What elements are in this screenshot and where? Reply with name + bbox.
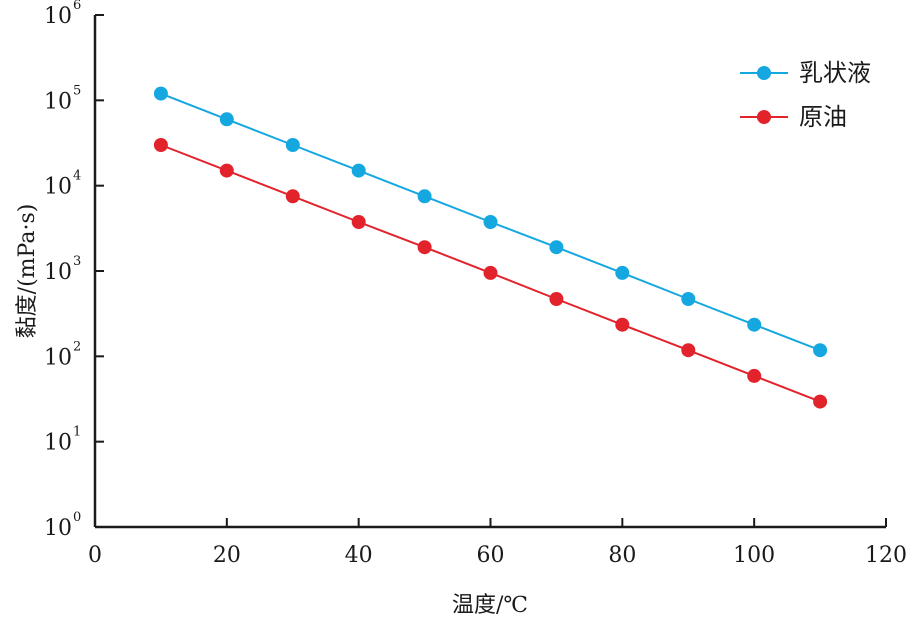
x-tick-label: 0 xyxy=(88,543,102,568)
series-0-point xyxy=(219,112,234,127)
series-1-point xyxy=(417,240,432,255)
y-tick-exponent: 0 xyxy=(73,510,81,525)
series-0-point xyxy=(483,215,498,229)
series-1-point xyxy=(483,265,498,280)
series-0-point xyxy=(351,163,366,178)
y-tick-exponent: 3 xyxy=(73,254,81,269)
series-0-point xyxy=(153,86,168,101)
x-tick-label: 60 xyxy=(477,543,505,568)
series-1-point xyxy=(549,292,564,306)
legend-marker-0 xyxy=(757,66,771,80)
y-tick-label: 10 xyxy=(44,516,72,541)
y-tick-exponent: 5 xyxy=(73,83,81,98)
series-0-point xyxy=(549,240,564,255)
series-1-point xyxy=(153,138,168,152)
legend-marker-1 xyxy=(757,110,771,124)
y-tick-exponent: 6 xyxy=(73,0,81,13)
series-0-point xyxy=(747,317,762,332)
x-tick-label: 120 xyxy=(865,543,907,568)
series-1-point xyxy=(219,163,234,178)
series-1-point xyxy=(285,189,300,204)
y-tick-label: 10 xyxy=(44,431,72,456)
y-tick-exponent: 1 xyxy=(73,425,81,440)
y-tick-label: 10 xyxy=(44,89,72,114)
series-1-point xyxy=(813,394,828,409)
series-1-point xyxy=(351,215,366,229)
series-1-point xyxy=(615,317,630,332)
x-tick-label: 40 xyxy=(345,543,373,568)
series-1-point xyxy=(747,368,762,383)
series-0-point xyxy=(285,138,300,152)
series-1-point xyxy=(681,343,696,358)
series-0-point xyxy=(615,265,630,280)
legend-label-0: 乳状液 xyxy=(799,59,871,87)
y-tick-label: 10 xyxy=(44,4,72,29)
x-tick-label: 20 xyxy=(213,543,241,568)
x-axis-title: 温度/℃ xyxy=(452,593,528,618)
y-tick-exponent: 2 xyxy=(73,339,81,354)
y-axis-title: 黏度/(mPa·s) xyxy=(15,204,40,339)
x-tick-label: 100 xyxy=(733,543,775,568)
legend-label-1: 原油 xyxy=(799,103,847,131)
series-0-point xyxy=(681,292,696,306)
x-ticks: 0 20 40 60 80 100 120 xyxy=(88,518,907,568)
series-layer xyxy=(153,86,828,409)
y-tick-label: 10 xyxy=(44,345,72,370)
series-0-point xyxy=(417,189,432,204)
x-tick-label: 80 xyxy=(608,543,636,568)
y-tick-exponent: 4 xyxy=(73,169,81,184)
y-tick-label: 10 xyxy=(44,175,72,200)
y-tick-label: 10 xyxy=(44,260,72,285)
series-0-point xyxy=(813,343,828,358)
